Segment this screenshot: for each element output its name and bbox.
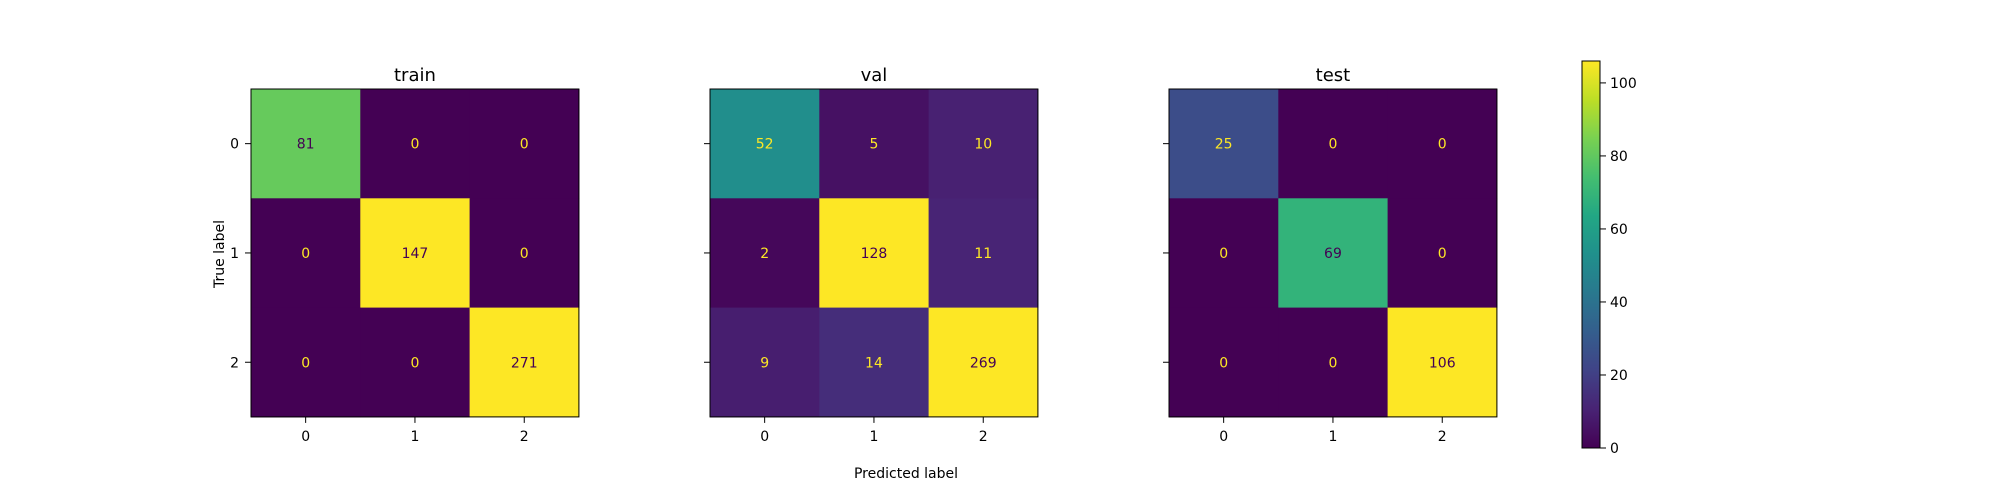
heatmap-cell	[819, 89, 930, 199]
colorbar-tick-label: 40	[1610, 295, 1628, 311]
cell-value-label: 0	[1328, 137, 1337, 153]
heatmap-cell	[469, 89, 580, 199]
x-tick-label: 2	[1438, 429, 1447, 445]
x-tick-label: 2	[520, 429, 529, 445]
cell-value-label: 2	[760, 246, 769, 262]
cell-value-label: 0	[1219, 246, 1228, 262]
panel-val: val 52 5 10 2 128 11 9 14 269 0 1 2	[704, 65, 1039, 445]
heatmap-cell	[251, 307, 361, 418]
x-tick-label: 1	[410, 429, 419, 445]
heatmap-cell	[928, 198, 1039, 309]
colorbar: 0 20 40 60 80 100	[1581, 60, 1637, 457]
panel-test: test 25 0 0 0 69 0 0 0 106 0 1 2	[1163, 65, 1498, 445]
heatmap-cell	[469, 198, 580, 309]
cell-value-label: 69	[1324, 246, 1342, 262]
x-tick-label: 0	[1219, 429, 1228, 445]
cell-value-label: 10	[974, 137, 992, 153]
colorbar-tick-label: 20	[1610, 368, 1628, 384]
cell-value-label: 81	[297, 137, 315, 153]
heatmap-cell	[928, 307, 1039, 418]
cell-value-label: 0	[410, 137, 419, 153]
cell-value-label: 147	[402, 246, 429, 262]
cell-value-label: 11	[974, 246, 992, 262]
cell-value-label: 0	[1328, 355, 1337, 371]
cell-value-label: 0	[301, 355, 310, 371]
cell-value-label: 128	[861, 246, 888, 262]
heatmap-cell	[1278, 307, 1389, 418]
heatmap-cell	[928, 89, 1039, 199]
cell-value-label: 52	[756, 137, 774, 153]
panel-train: train 81 0 0 0 147 0 0 0 271 0 1 2 0 1 2	[230, 65, 580, 445]
panel-title: val	[861, 65, 888, 86]
colorbar-tick-label: 80	[1610, 149, 1628, 165]
cell-value-label: 0	[1438, 137, 1447, 153]
panel-title: train	[394, 65, 436, 86]
x-tick-label: 2	[979, 429, 988, 445]
heatmap-cell	[251, 198, 361, 309]
heatmap-cell	[1169, 307, 1279, 418]
heatmap-cell	[360, 307, 471, 418]
cell-value-label: 0	[410, 355, 419, 371]
cell-value-label: 9	[760, 355, 769, 371]
x-tick-label: 0	[760, 429, 769, 445]
heatmap-cell	[1169, 198, 1279, 309]
cell-value-label: 0	[301, 246, 310, 262]
cell-value-label: 269	[970, 355, 997, 371]
cell-value-label: 25	[1215, 137, 1233, 153]
heatmap-cell	[360, 89, 471, 199]
heatmap-cell	[469, 307, 580, 418]
heatmap-cell	[710, 198, 820, 309]
heatmap-cell	[819, 198, 930, 309]
heatmap-cell	[710, 89, 820, 199]
colorbar-tick-label: 0	[1610, 441, 1619, 457]
heatmap-cell	[1387, 89, 1498, 199]
colorbar-tick-label: 100	[1610, 76, 1637, 92]
heatmap-cell	[1278, 89, 1389, 199]
heatmap-cell	[819, 307, 930, 418]
heatmap-cell	[360, 198, 471, 309]
x-tick-label: 1	[869, 429, 878, 445]
colorbar-tick-label: 60	[1610, 222, 1628, 238]
cell-value-label: 14	[865, 355, 883, 371]
y-tick-label: 0	[230, 137, 239, 153]
heatmap-cell	[251, 89, 361, 199]
cell-value-label: 0	[520, 246, 529, 262]
heatmap-cell	[1387, 198, 1498, 309]
panel-title: test	[1316, 65, 1351, 86]
heatmap-cell	[710, 307, 820, 418]
cell-value-label: 0	[520, 137, 529, 153]
x-tick-label: 1	[1328, 429, 1337, 445]
cell-value-label: 0	[1438, 246, 1447, 262]
heatmap-cell	[1387, 307, 1498, 418]
x-axis-label: Predicted label	[854, 466, 958, 482]
heatmap-cell	[1169, 89, 1279, 199]
y-tick-label: 2	[230, 355, 239, 371]
cell-value-label: 5	[869, 137, 878, 153]
x-tick-label: 0	[301, 429, 310, 445]
colorbar-gradient	[1581, 60, 1601, 449]
heatmap-cell	[1278, 198, 1389, 309]
cell-value-label: 106	[1429, 355, 1456, 371]
y-tick-label: 1	[230, 246, 239, 262]
cell-value-label: 271	[511, 355, 538, 371]
y-axis-label: True label	[212, 220, 228, 289]
cell-value-label: 0	[1219, 355, 1228, 371]
